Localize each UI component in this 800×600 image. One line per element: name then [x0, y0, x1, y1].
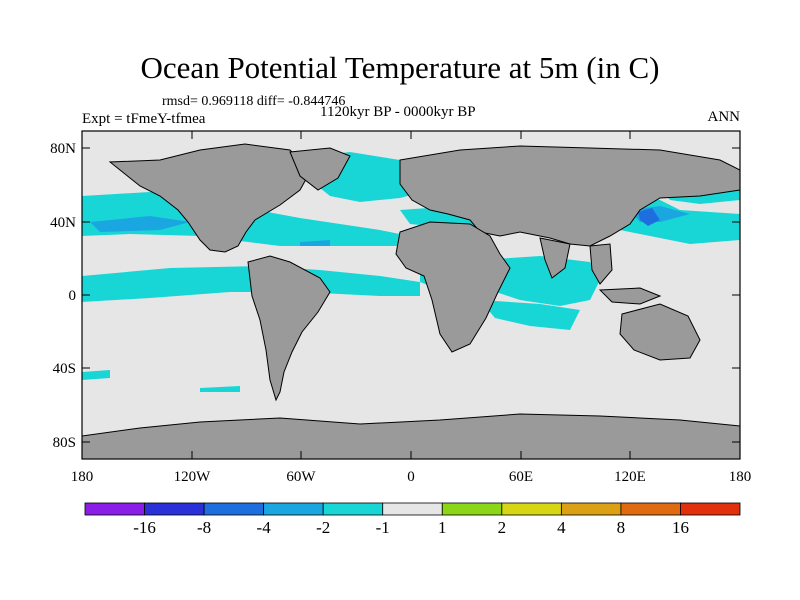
lat-label-40n: 40N	[50, 215, 76, 231]
colorbar-label: 4	[557, 518, 566, 537]
colorbar-swatch	[203, 502, 265, 516]
indochina	[589, 243, 613, 285]
colorbar-swatch	[441, 502, 503, 516]
colorbar-label: 8	[617, 518, 626, 537]
lon-tick-labels: 180 120W 60W 0 60E 120E 180	[71, 469, 752, 485]
lat-tick-labels: 80N 40N 0 40S 80S	[50, 141, 76, 451]
greenland	[289, 147, 351, 191]
lat-label-0: 0	[69, 288, 77, 304]
colorbar: -16 -8 -4 -2 -1 1 2 4 8 16	[84, 502, 741, 537]
colorbar-label: -2	[316, 518, 330, 537]
land-masses	[82, 143, 740, 459]
lat-label-80s: 80S	[53, 435, 76, 451]
lon-label-120w: 120W	[174, 469, 212, 485]
colorbar-swatch	[382, 502, 443, 516]
lon-label-0: 0	[407, 469, 415, 485]
colorbar-swatch	[620, 502, 681, 516]
colorbar-swatch	[263, 502, 324, 516]
lon-ticks	[81, 131, 741, 459]
colorbar-label: -1	[376, 518, 390, 537]
africa	[395, 221, 511, 353]
colorbar-label: -8	[197, 518, 211, 537]
lon-label-180w: 180	[71, 469, 94, 485]
south-asia	[539, 237, 571, 279]
eurasia	[399, 145, 740, 247]
lon-label-180e: 180	[729, 469, 752, 485]
lat-label-80n: 80N	[50, 141, 76, 157]
period-label: 1120kyr BP - 0000kyr BP	[320, 104, 476, 120]
lat-label-40s: 40S	[53, 361, 76, 377]
colorbar-swatch	[501, 502, 562, 516]
experiment-label: Expt = tFmeY-tfmea	[82, 111, 206, 127]
lat-ticks	[82, 147, 740, 443]
colorbar-label: 1	[438, 518, 447, 537]
colorbar-label: 16	[672, 518, 689, 537]
lon-label-60e: 60E	[509, 469, 533, 485]
map-panel	[82, 131, 740, 459]
colorbar-label: -16	[133, 518, 156, 537]
south-america	[247, 255, 331, 402]
stats-text: rmsd= 0.969118 diff= -0.844746	[162, 94, 346, 109]
colorbar-swatch	[322, 502, 384, 516]
lon-label-120e: 120E	[614, 469, 646, 485]
season-label: ANN	[707, 109, 741, 125]
coolest-anomaly-areas	[638, 208, 660, 226]
colorbar-swatch	[84, 502, 145, 516]
colorbar-swatch	[560, 502, 622, 516]
colorbar-swatch	[680, 502, 741, 516]
lon-label-60w: 60W	[286, 469, 316, 485]
australia	[619, 303, 701, 361]
colorbar-label: -4	[257, 518, 272, 537]
antarctica	[82, 413, 740, 459]
map-title: Ocean Potential Temperature at 5m (in C)	[140, 50, 660, 85]
indonesia	[598, 287, 662, 305]
colorbar-swatch	[144, 502, 205, 516]
colorbar-label: 2	[498, 518, 507, 537]
